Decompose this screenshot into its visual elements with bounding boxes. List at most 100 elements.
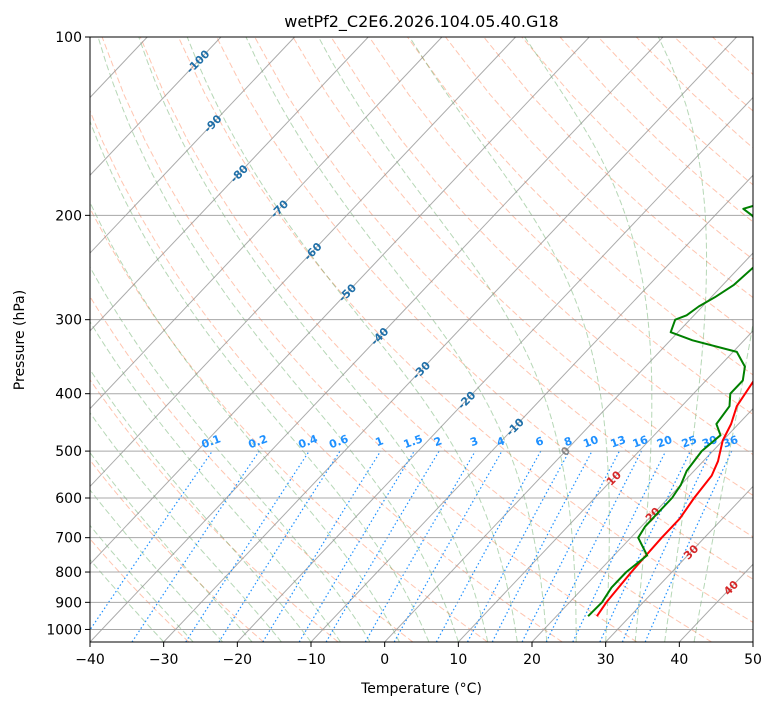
moist-adiabat bbox=[138, 37, 489, 642]
mixing-ratio-line bbox=[90, 450, 213, 631]
dry-adiabat bbox=[483, 37, 753, 299]
x-tick-label: 30 bbox=[597, 652, 615, 668]
isotherms bbox=[90, 37, 753, 642]
mixing-ratio-line bbox=[521, 450, 620, 642]
x-tick-label: 40 bbox=[670, 652, 688, 668]
x-tick-label: 0 bbox=[380, 652, 389, 668]
y-tick-label: 800 bbox=[55, 565, 82, 581]
mixing-ratio-label: 1 bbox=[374, 434, 386, 449]
isotherm-line bbox=[310, 174, 753, 642]
dry-adiabat bbox=[406, 37, 753, 376]
y-tick-label: 700 bbox=[55, 531, 82, 547]
mixing-ratio-label: 6 bbox=[534, 434, 546, 449]
moist-adiabat bbox=[90, 451, 253, 642]
dry-adiabat bbox=[90, 459, 264, 642]
mixing-ratio-line bbox=[393, 450, 503, 642]
dry-adiabat bbox=[177, 37, 753, 623]
mixing-ratio-line bbox=[185, 450, 310, 642]
x-axis-label: Temperature (°C) bbox=[360, 681, 482, 697]
chart-title: wetPf2_C2E6.2026.104.05.40.G18 bbox=[284, 12, 558, 32]
y-tick-label: 600 bbox=[55, 491, 82, 507]
isotherm-line bbox=[90, 37, 443, 410]
mixing-ratio-line bbox=[435, 450, 542, 642]
mixing-ratio-label: 0.2 bbox=[247, 432, 270, 451]
mixing-ratio-line bbox=[644, 450, 733, 642]
mixing-ratio-label: 8 bbox=[562, 434, 574, 449]
isotherm-line bbox=[90, 37, 664, 642]
moist-adiabat bbox=[318, 37, 577, 642]
plot-area: -100-90-80-70-60-50-40-30-20-10010203040… bbox=[90, 37, 753, 642]
mixing-ratio-line bbox=[466, 450, 570, 642]
mixing-ratio-label: 0.6 bbox=[327, 432, 350, 451]
mixing-ratio-label: 20 bbox=[655, 433, 674, 451]
mixing-ratio-label: 36 bbox=[721, 433, 740, 451]
dry-adiabat bbox=[216, 37, 753, 580]
mixing-ratio-line bbox=[131, 450, 260, 642]
y-tick-label: 100 bbox=[55, 30, 82, 46]
mixing-ratio-label: 16 bbox=[631, 433, 650, 451]
isotherm-line bbox=[90, 37, 590, 565]
isotherm-line bbox=[163, 37, 737, 642]
moist-adiabat bbox=[524, 37, 653, 642]
moist-adiabat bbox=[90, 368, 312, 642]
mixing-ratio-label: 0.1 bbox=[200, 432, 223, 451]
moist-adiabat bbox=[90, 558, 165, 642]
mixing-ratio-line bbox=[545, 450, 643, 642]
y-tick-label: 900 bbox=[55, 595, 82, 611]
dry-adiabat bbox=[254, 37, 753, 538]
y-axis-ticks: 100 200 300 400 500 600 700 800 900 1000 bbox=[46, 30, 90, 638]
mixing-ratio-label: 0.4 bbox=[297, 432, 320, 451]
moist-adiabat bbox=[90, 201, 400, 642]
dry-adiabat bbox=[139, 37, 712, 642]
pressure-grid bbox=[90, 37, 753, 630]
moist-adiabats bbox=[90, 37, 753, 642]
dry-adiabat bbox=[368, 37, 753, 416]
isotherm-line bbox=[457, 330, 753, 642]
moist-adiabat bbox=[90, 524, 194, 642]
isotherm-line bbox=[90, 37, 295, 254]
dry-adiabats bbox=[90, 37, 753, 642]
moist-adiabat bbox=[90, 411, 282, 642]
y-tick-label: 400 bbox=[55, 387, 82, 403]
isotherm-line bbox=[90, 37, 369, 332]
moist-adiabat bbox=[90, 320, 341, 642]
mixing-ratio-label: 30 bbox=[700, 433, 719, 451]
x-tick-label: −10 bbox=[296, 652, 326, 668]
moist-adiabat bbox=[90, 266, 371, 642]
dry-adiabat bbox=[90, 206, 488, 642]
isotherm-line bbox=[236, 96, 753, 642]
x-axis-ticks: −40 −30 −20 −10 0 10 20 30 40 50 bbox=[75, 642, 762, 668]
plot-frame bbox=[89, 36, 754, 643]
moist-adiabat bbox=[90, 119, 430, 642]
x-tick-label: 50 bbox=[744, 652, 762, 668]
dry-adiabat bbox=[101, 37, 638, 642]
y-tick-label: 300 bbox=[55, 313, 82, 329]
dry-adiabat bbox=[90, 109, 563, 642]
mixing-ratio-line bbox=[218, 450, 341, 642]
moist-adiabat bbox=[693, 321, 753, 642]
isotherm-line bbox=[90, 37, 222, 176]
mixing-ratio-label: 3 bbox=[468, 434, 480, 449]
isotherm-line bbox=[384, 252, 753, 642]
mixing-ratio-labels: 0.1 0.2 0.4 0.6 1 1.5 2 3 4 6 8 10 13 16 20 25 30 36 bbox=[200, 432, 740, 451]
isotherm-line bbox=[531, 407, 753, 642]
x-tick-label: 20 bbox=[523, 652, 541, 668]
x-tick-label: −40 bbox=[75, 652, 105, 668]
x-tick-label: −20 bbox=[223, 652, 253, 668]
x-tick-label: −30 bbox=[149, 652, 179, 668]
mixing-ratio-label: 4 bbox=[495, 434, 507, 449]
dry-adiabat bbox=[292, 37, 753, 496]
sounding-traces bbox=[587, 204, 753, 617]
y-tick-label: 200 bbox=[55, 208, 82, 224]
mixing-ratio-lines bbox=[90, 450, 733, 642]
moist-adiabat bbox=[90, 489, 223, 642]
y-axis-label: Pressure (hPa) bbox=[12, 290, 28, 390]
mixing-ratio-line bbox=[298, 450, 415, 642]
mixing-ratio-label: 13 bbox=[609, 433, 628, 450]
isotherm-line bbox=[90, 37, 516, 488]
dewpoint-trace bbox=[587, 204, 753, 617]
isotherm-line bbox=[605, 485, 753, 642]
mixing-ratio-label: 2 bbox=[432, 434, 444, 449]
